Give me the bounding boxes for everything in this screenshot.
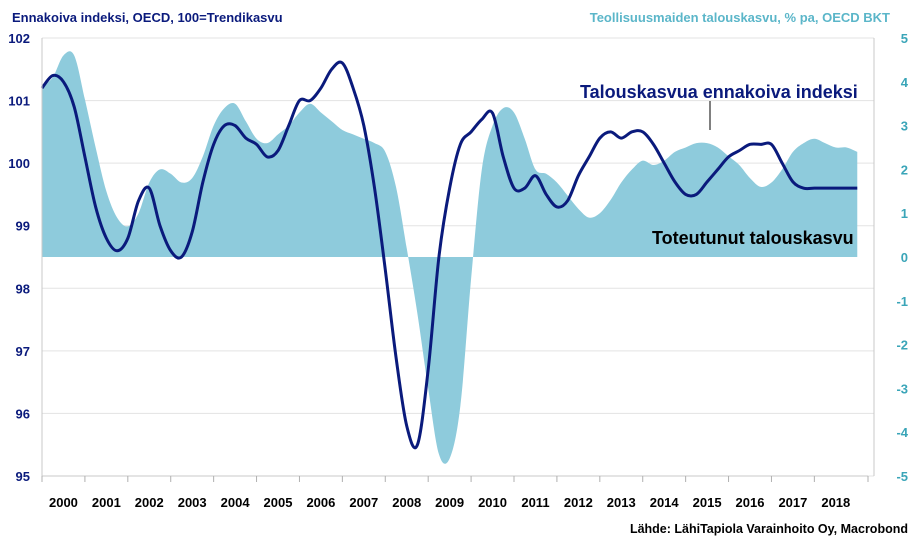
x-tick-label: 2006 bbox=[306, 495, 335, 510]
x-tick-label: 2003 bbox=[178, 495, 207, 510]
y-left-tick-label: 96 bbox=[16, 406, 30, 421]
annotation-actual-growth: Toteutunut talouskasvu bbox=[652, 228, 854, 248]
x-tick-label: 2016 bbox=[736, 495, 765, 510]
x-tick-label: 2013 bbox=[607, 495, 636, 510]
y-right-tick-label: 3 bbox=[901, 119, 908, 134]
y-axis-right: -5 -4 -3 -2 -1 0 1 2 3 4 5 bbox=[873, 31, 909, 484]
x-tick-label: 2015 bbox=[693, 495, 722, 510]
x-tick-label: 2004 bbox=[221, 495, 251, 510]
x-tick-label: 2005 bbox=[264, 495, 293, 510]
y-right-tick-label: -4 bbox=[896, 425, 908, 440]
y-right-tick-label: -2 bbox=[896, 338, 908, 353]
x-tick-label: 2010 bbox=[478, 495, 507, 510]
x-tick-label: 2017 bbox=[778, 495, 807, 510]
x-tick-label: 2001 bbox=[92, 495, 121, 510]
x-tick-label: 2002 bbox=[135, 495, 164, 510]
y-right-tick-label: -5 bbox=[896, 469, 908, 484]
y-left-tick-label: 95 bbox=[16, 469, 30, 484]
x-axis: 2000 2001 2002 2003 2004 2005 2006 2007 2008 2009… bbox=[41, 475, 869, 510]
line-leading-index bbox=[40, 60, 858, 450]
y-right-tick-label: 5 bbox=[901, 31, 908, 46]
y-left-tick-label: 101 bbox=[8, 94, 30, 109]
y-right-tick-label: -3 bbox=[896, 381, 908, 396]
y-left-tick-label: 98 bbox=[16, 281, 30, 296]
y-axis-left: 95 96 97 98 99 100 101 102 bbox=[8, 31, 43, 484]
x-tick-label: 2011 bbox=[521, 495, 549, 510]
source-note: Lähde: LähiTapiola Varainhoito Oy, Macro… bbox=[630, 522, 908, 536]
left-axis-title: Ennakoiva indeksi, OECD, 100=Trendikasvu bbox=[12, 10, 283, 25]
x-tick-label: 2008 bbox=[392, 495, 421, 510]
y-right-tick-label: 4 bbox=[901, 75, 909, 90]
annotation-index: Talouskasvua ennakoiva indeksi bbox=[580, 82, 858, 102]
y-left-tick-label: 99 bbox=[16, 219, 30, 234]
y-right-tick-label: 2 bbox=[901, 162, 908, 177]
y-right-tick-label: -1 bbox=[896, 294, 908, 309]
x-tick-label: 2014 bbox=[650, 495, 680, 510]
right-axis-title: Teollisuusmaiden talouskasvu, % pa, OECD… bbox=[590, 10, 890, 25]
x-tick-label: 2012 bbox=[564, 495, 593, 510]
y-left-tick-label: 102 bbox=[8, 31, 30, 46]
x-tick-label: 2007 bbox=[349, 495, 378, 510]
area-actual-growth bbox=[42, 51, 858, 464]
y-right-tick-label: 0 bbox=[901, 250, 908, 265]
y-left-tick-label: 100 bbox=[8, 156, 30, 171]
area-series bbox=[42, 51, 858, 464]
x-tick-label: 2000 bbox=[49, 495, 78, 510]
y-left-tick-label: 97 bbox=[16, 344, 30, 359]
x-tick-label: 2009 bbox=[435, 495, 464, 510]
x-tick-label: 2018 bbox=[821, 495, 850, 510]
line-series bbox=[40, 60, 858, 450]
y-right-tick-label: 1 bbox=[901, 206, 908, 221]
